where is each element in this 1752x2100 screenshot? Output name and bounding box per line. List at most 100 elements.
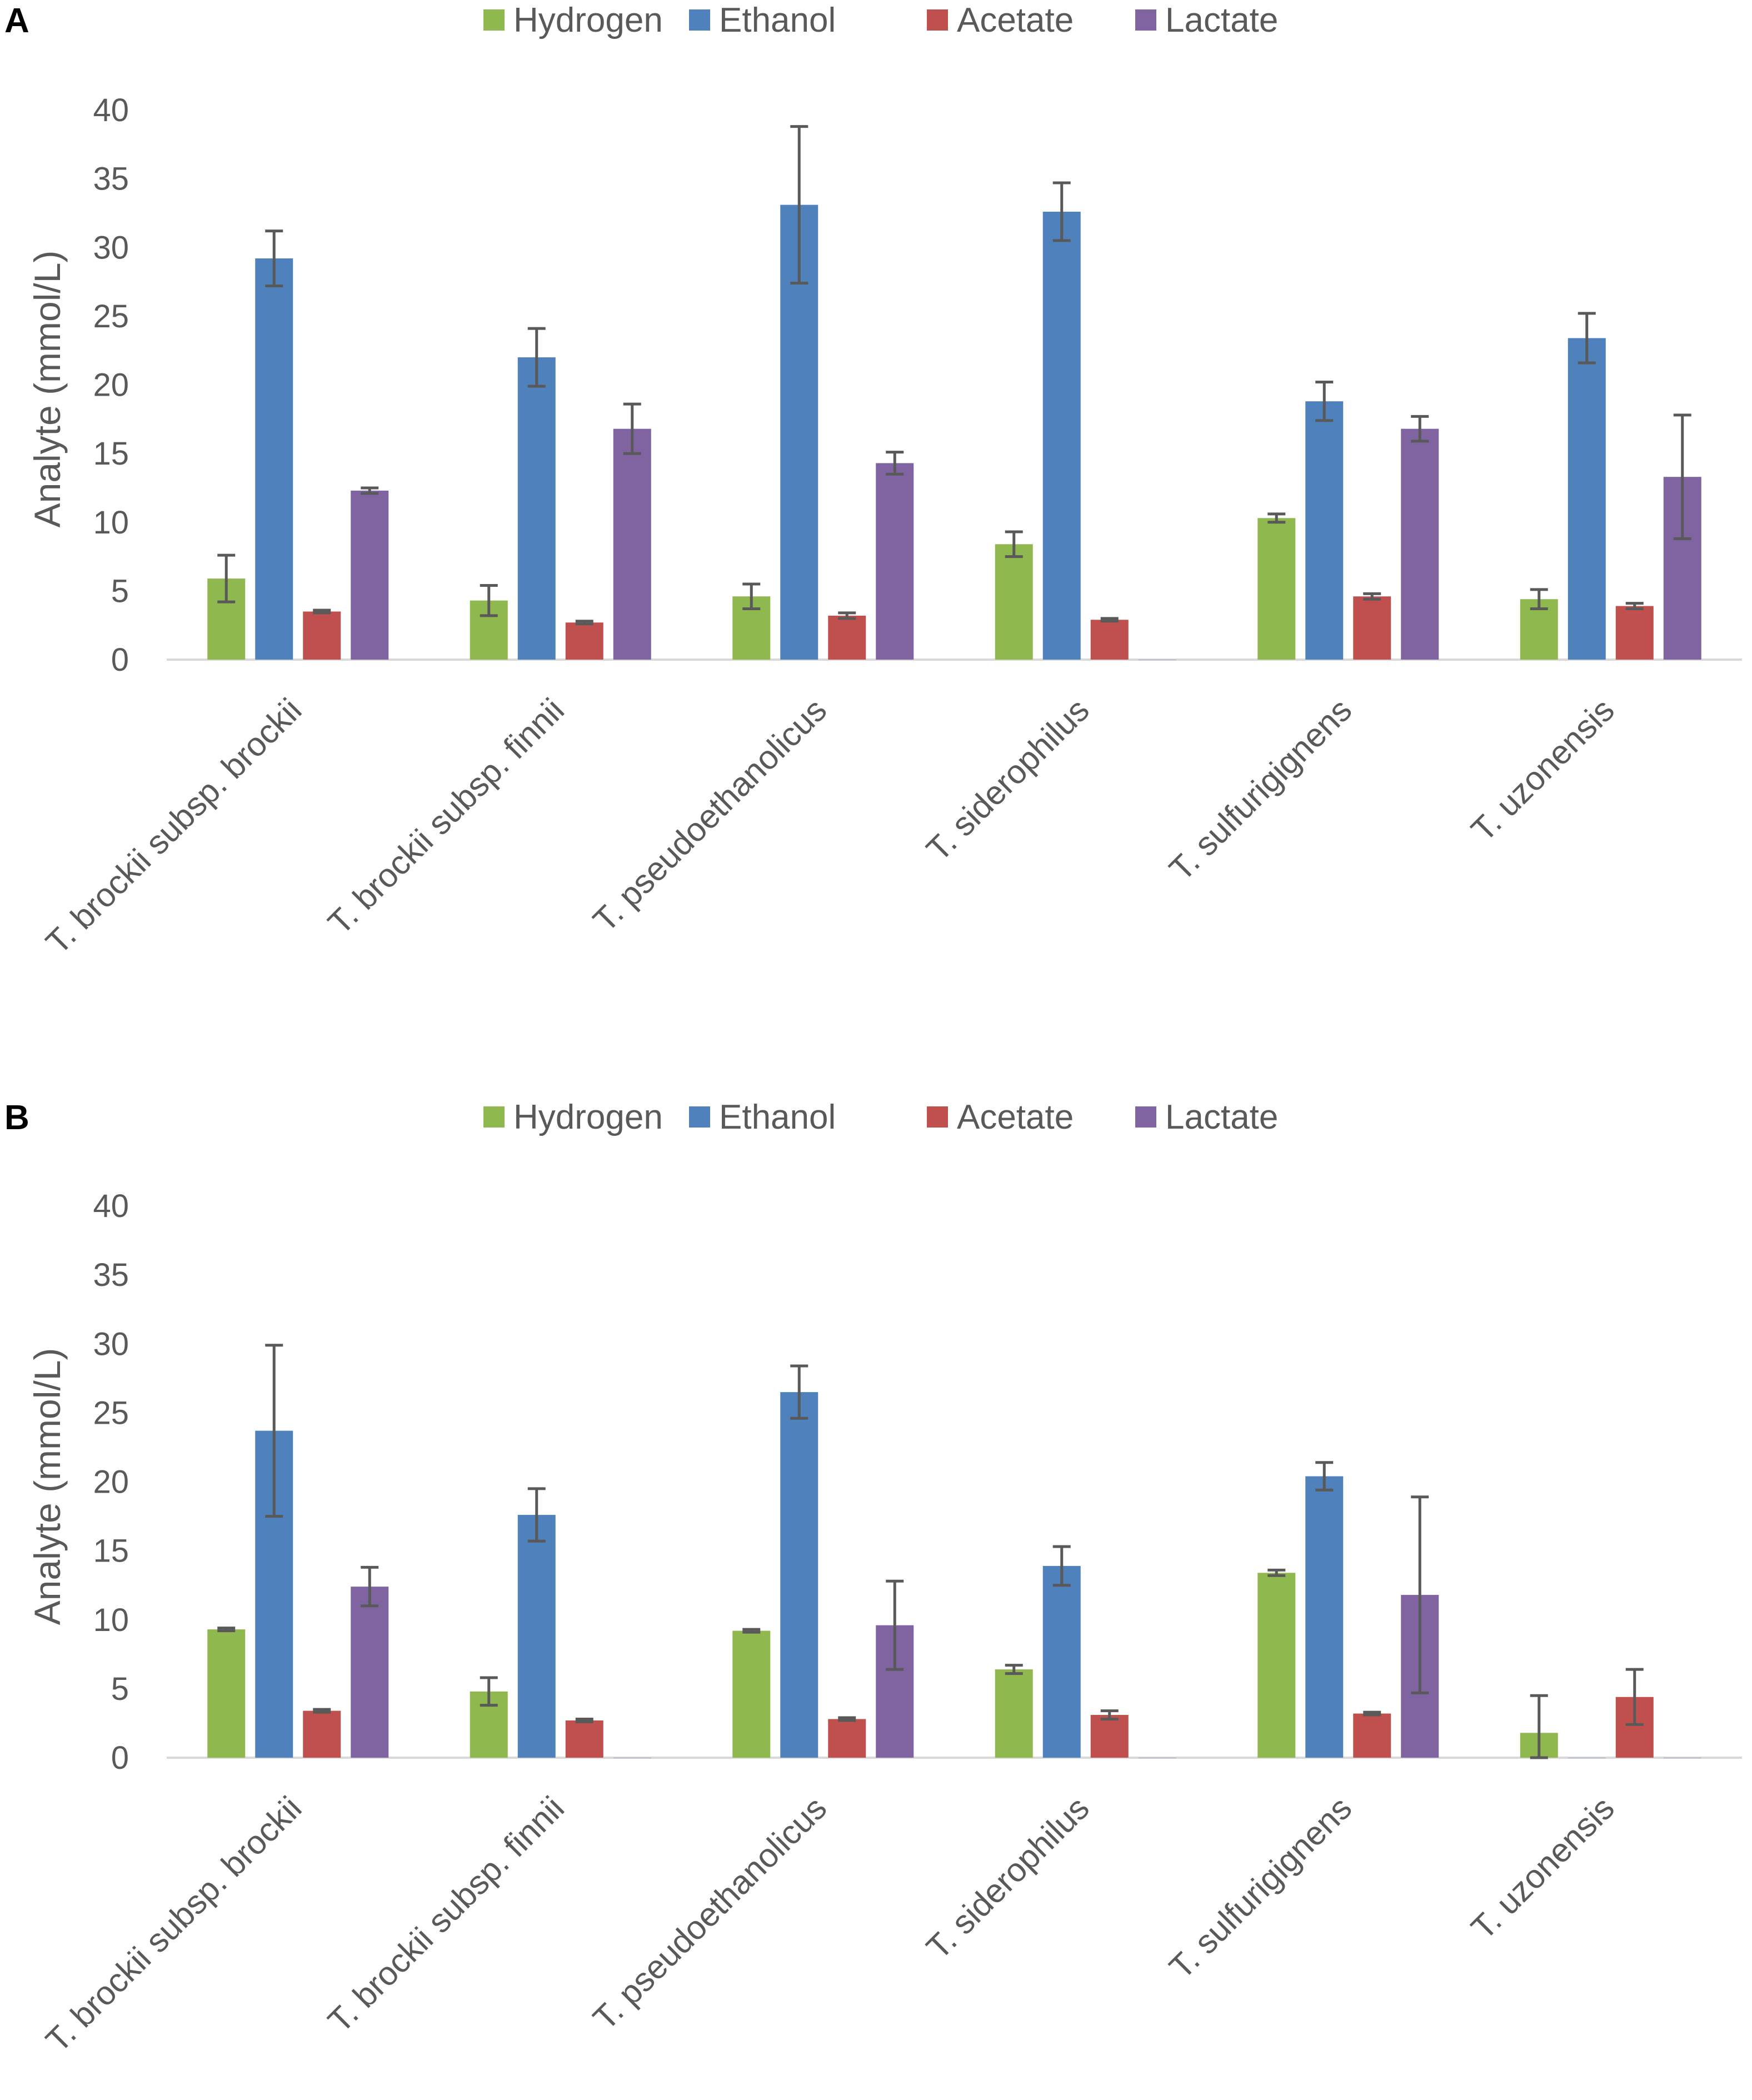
y-tick-25-b: 25 xyxy=(93,1395,129,1431)
category-label-6-b: T. uzonensis xyxy=(1464,1789,1621,1947)
y-tick-25-a: 25 xyxy=(93,298,129,335)
legend-swatch-lactate-b xyxy=(1135,1106,1156,1128)
legend-label-ethanol-b: Ethanol xyxy=(719,1098,836,1136)
bar-lactate-2-a xyxy=(613,428,651,660)
legend-label-acetate-b: Acetate xyxy=(957,1098,1074,1136)
legend-swatch-acetate-a xyxy=(927,9,948,31)
y-axis-title-b: Analyte (mmol/L) xyxy=(27,1348,68,1625)
y-tick-15-a: 15 xyxy=(93,436,129,472)
bar-acetate-1-b xyxy=(303,1710,341,1758)
error-bar-acetate-6-b xyxy=(1625,1668,1644,1726)
error-bar-ethanol-1-a xyxy=(265,230,283,287)
error-bar-hydrogen-1-a xyxy=(217,553,236,603)
legend-label-hydrogen-b: Hydrogen xyxy=(513,1098,663,1136)
bar-hydrogen-3-b xyxy=(732,1630,771,1758)
legend-a: Hydrogen Ethanol Acetate Lactate xyxy=(483,1,1278,39)
panel-label-b: B xyxy=(4,1099,29,1137)
error-bar-ethanol-5-a xyxy=(1315,381,1334,422)
bar-lactate-1-a xyxy=(351,490,389,660)
legend-swatch-hydrogen-b xyxy=(483,1106,505,1128)
y-ticks-a: 0 5 10 15 20 25 30 35 40 xyxy=(93,92,129,678)
error-bar-ethanol-2-a xyxy=(527,327,546,388)
bar-ethanol-4-b xyxy=(1042,1565,1081,1758)
error-bar-ethanol-4-a xyxy=(1052,181,1071,242)
legend-swatch-acetate-b xyxy=(927,1106,948,1128)
bar-ethanol-4-a xyxy=(1042,211,1081,660)
bar-acetate-5-a xyxy=(1353,596,1391,660)
legend-label-hydrogen-a: Hydrogen xyxy=(513,1,663,39)
bar-acetate-1-a xyxy=(303,611,341,660)
bar-lactate-1-b xyxy=(351,1587,389,1758)
legend-label-ethanol-a: Ethanol xyxy=(719,1,836,39)
bar-acetate-5-b xyxy=(1353,1713,1391,1758)
y-tick-40-b: 40 xyxy=(93,1188,129,1224)
category-labels-b: T. brockii subsp. brockii T. brockii subs… xyxy=(39,1789,1621,2059)
error-bar-acetate-4-b xyxy=(1100,1709,1119,1720)
error-bar-hydrogen-5-b xyxy=(1267,1568,1286,1577)
category-label-2-b: T. brockii subsp. finnii xyxy=(321,1789,571,2040)
error-bar-lactate-5-a xyxy=(1411,415,1429,443)
category-label-4-a: T. siderophilus xyxy=(919,691,1096,869)
legend-swatch-ethanol-b xyxy=(689,1106,710,1128)
bar-ethanol-2-b xyxy=(517,1515,556,1758)
error-bar-acetate-5-b xyxy=(1363,1710,1381,1717)
y-tick-5-a: 5 xyxy=(111,573,129,609)
error-bar-ethanol-1-b xyxy=(265,1344,283,1518)
error-bar-acetate-2-b xyxy=(575,1717,593,1723)
category-label-1-b: T. brockii subsp. brockii xyxy=(39,1789,309,2059)
bar-lactate-5-a xyxy=(1401,428,1439,660)
error-bar-lactate-3-a xyxy=(886,451,904,476)
error-bar-acetate-6-a xyxy=(1625,602,1644,611)
y-tick-35-a: 35 xyxy=(93,161,129,197)
legend-label-lactate-a: Lactate xyxy=(1165,1,1278,39)
error-bar-acetate-1-a xyxy=(313,608,331,615)
category-label-2-a: T. brockii subsp. finnii xyxy=(321,691,571,942)
category-label-5-a: T. sulfurigignens xyxy=(1162,691,1359,888)
legend-label-lactate-b: Lactate xyxy=(1165,1098,1278,1136)
error-bar-lactate-2-a xyxy=(623,402,641,455)
panel-b: B Hydrogen Ethanol Acetate Lactate Analyte … xyxy=(4,1098,1742,2059)
error-bar-acetate-3-a xyxy=(838,611,856,620)
bar-ethanol-5-a xyxy=(1305,401,1344,660)
error-bar-lactate-1-b xyxy=(361,1565,379,1608)
legend-label-acetate-a: Acetate xyxy=(957,1,1074,39)
y-tick-5-b: 5 xyxy=(111,1671,129,1707)
bar-acetate-6-a xyxy=(1615,606,1654,660)
error-bar-hydrogen-2-a xyxy=(480,583,498,617)
bar-hydrogen-4-b xyxy=(995,1669,1033,1758)
error-bar-ethanol-5-b xyxy=(1315,1461,1334,1492)
category-label-3-a: T. pseudoethanolicus xyxy=(586,691,833,939)
bar-hydrogen-5-b xyxy=(1257,1573,1296,1758)
category-label-5-b: T. sulfurigignens xyxy=(1162,1789,1359,1986)
error-bar-hydrogen-3-a xyxy=(742,582,761,611)
bar-acetate-2-a xyxy=(565,622,603,660)
legend-b: Hydrogen Ethanol Acetate Lactate xyxy=(483,1098,1278,1136)
bar-acetate-2-b xyxy=(565,1720,603,1758)
error-bar-hydrogen-6-b xyxy=(1530,1694,1548,1759)
bars-b xyxy=(207,1344,1701,1759)
error-bar-acetate-1-b xyxy=(313,1708,331,1714)
y-tick-10-a: 10 xyxy=(93,505,129,541)
bar-hydrogen-1-b xyxy=(207,1629,246,1758)
error-bar-lactate-5-b xyxy=(1411,1495,1429,1694)
error-bar-ethanol-3-a xyxy=(790,125,808,285)
category-label-6-a: T. uzonensis xyxy=(1464,691,1621,849)
error-bar-acetate-5-a xyxy=(1363,592,1381,601)
y-tick-35-b: 35 xyxy=(93,1257,129,1293)
y-tick-15-b: 15 xyxy=(93,1533,129,1569)
error-bar-hydrogen-1-b xyxy=(217,1627,236,1633)
error-bar-ethanol-6-a xyxy=(1578,312,1596,365)
legend-swatch-hydrogen-a xyxy=(483,9,505,31)
y-tick-20-b: 20 xyxy=(93,1464,129,1500)
error-bar-ethanol-2-b xyxy=(527,1487,546,1543)
error-bar-ethanol-3-b xyxy=(790,1364,808,1420)
bar-ethanol-5-b xyxy=(1305,1476,1344,1758)
error-bar-hydrogen-3-b xyxy=(742,1628,761,1634)
error-bar-acetate-4-a xyxy=(1100,617,1119,623)
bar-hydrogen-5-a xyxy=(1257,518,1296,660)
error-bar-hydrogen-4-b xyxy=(1005,1664,1023,1675)
bar-acetate-4-a xyxy=(1090,620,1129,660)
y-ticks-b: 0 5 10 15 20 25 30 35 40 xyxy=(93,1188,129,1776)
panel-label-a: A xyxy=(4,2,29,40)
